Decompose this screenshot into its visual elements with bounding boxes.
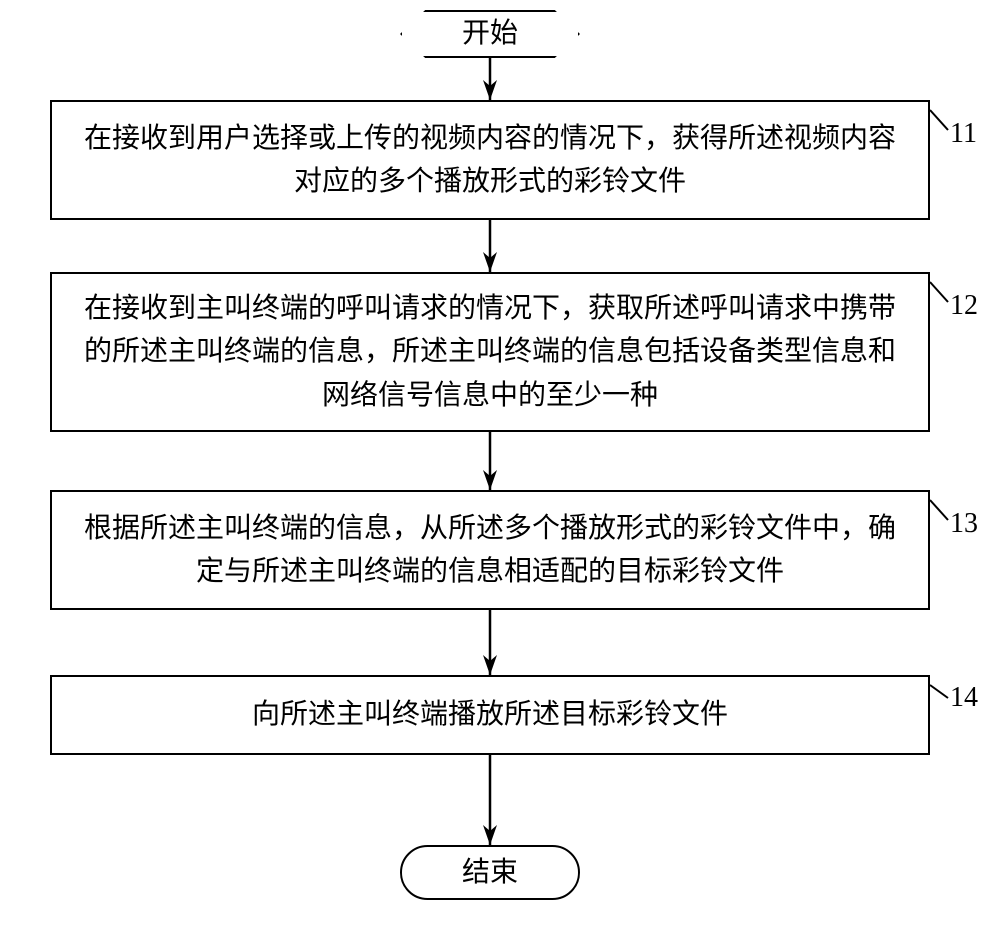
label-12: 12 — [950, 290, 978, 322]
node-step-12: 在接收到主叫终端的呼叫请求的情况下，获取所述呼叫请求中携带的所述主叫终端的信息，… — [50, 272, 930, 432]
node-start: 开始 — [400, 10, 580, 58]
node-end-text: 结束 — [462, 851, 518, 894]
node-step-12-text: 在接收到主叫终端的呼叫请求的情况下，获取所述呼叫请求中携带的所述主叫终端的信息，… — [74, 287, 906, 417]
label-11: 11 — [950, 118, 977, 150]
node-step-13: 根据所述主叫终端的信息，从所述多个播放形式的彩铃文件中，确定与所述主叫终端的信息… — [50, 490, 930, 610]
node-step-14: 向所述主叫终端播放所述目标彩铃文件 — [50, 675, 930, 755]
node-end: 结束 — [400, 845, 580, 900]
label-13: 13 — [950, 508, 978, 540]
flowchart-canvas: 开始 在接收到用户选择或上传的视频内容的情况下，获得所述视频内容对应的多个播放形… — [0, 0, 1000, 931]
node-step-11: 在接收到用户选择或上传的视频内容的情况下，获得所述视频内容对应的多个播放形式的彩… — [50, 100, 930, 220]
node-step-14-text: 向所述主叫终端播放所述目标彩铃文件 — [252, 693, 728, 736]
node-step-13-text: 根据所述主叫终端的信息，从所述多个播放形式的彩铃文件中，确定与所述主叫终端的信息… — [74, 507, 906, 594]
label-14: 14 — [950, 682, 978, 714]
node-step-11-text: 在接收到用户选择或上传的视频内容的情况下，获得所述视频内容对应的多个播放形式的彩… — [74, 117, 906, 204]
node-start-text: 开始 — [462, 12, 518, 55]
